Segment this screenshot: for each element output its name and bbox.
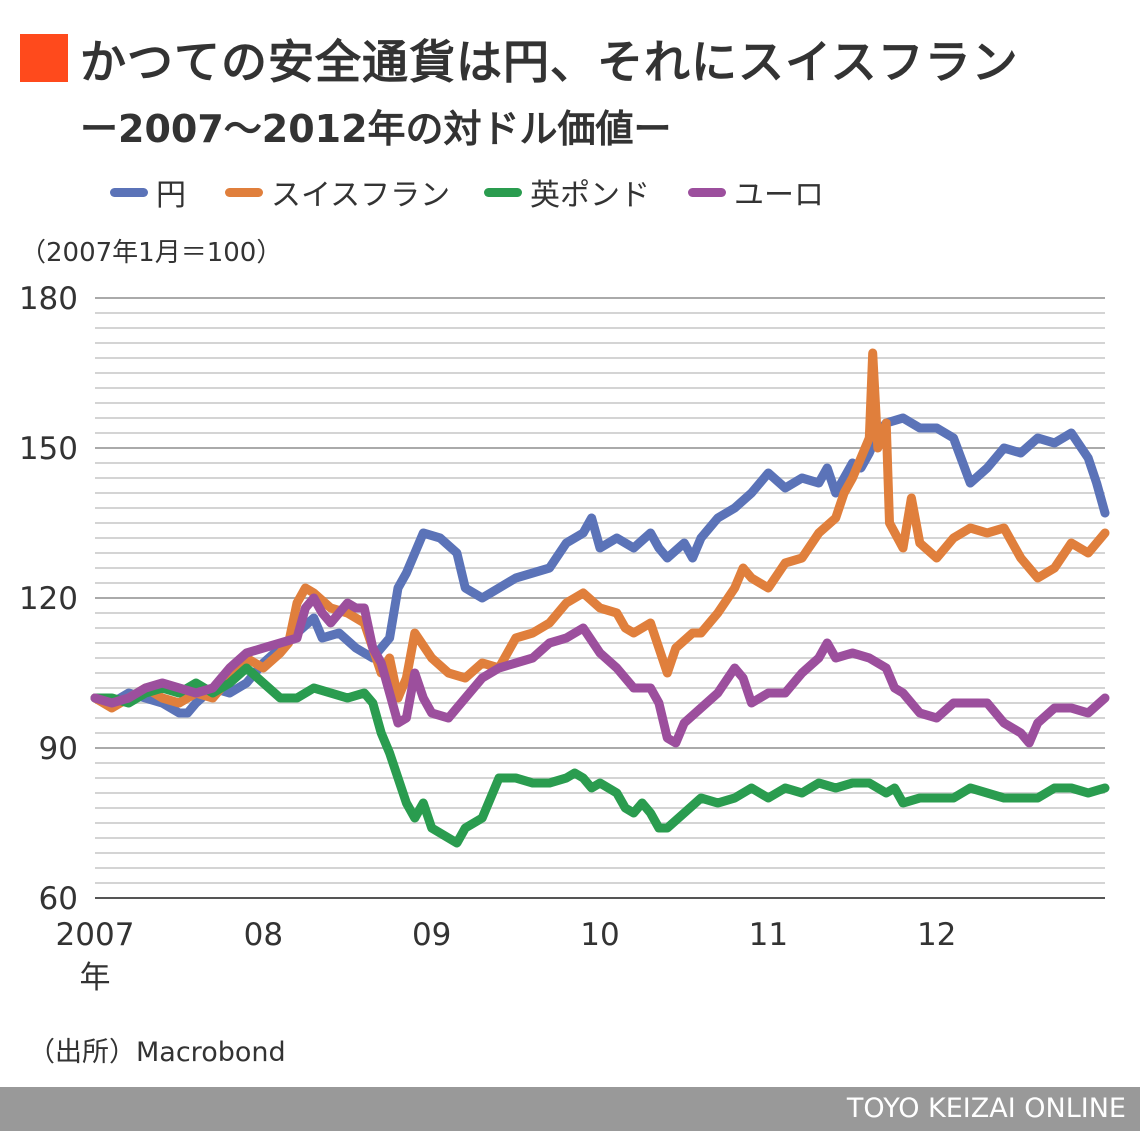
- y-axis-ticks: 60 90 120 150 180: [19, 281, 78, 917]
- title-marker: [20, 34, 68, 82]
- x-tick-sublabel: 年: [80, 960, 111, 996]
- x-tick-label: 12: [917, 917, 956, 953]
- legend-label-yen: 円: [156, 178, 186, 213]
- x-tick-label: 11: [749, 917, 788, 953]
- y-tick-label: 180: [19, 281, 78, 317]
- chart-title: かつての安全通貨は円、それにスイスフラン: [80, 35, 1019, 89]
- x-tick-label: 10: [580, 917, 619, 953]
- x-tick-label: 09: [412, 917, 451, 953]
- series-line-2: [90, 663, 1110, 848]
- chart-subtitle: ー2007〜2012年の対ドル価値ー: [80, 107, 672, 151]
- legend-swatch-yen: [110, 187, 148, 197]
- y-tick-label: 150: [19, 431, 78, 467]
- series-lines: [90, 348, 1110, 848]
- legend-item-yen: 円: [110, 170, 186, 214]
- legend-swatch-swiss-franc: [225, 187, 263, 197]
- legend-swatch-euro: [688, 187, 726, 197]
- legend-label-euro: ユーロ: [734, 178, 824, 213]
- legend-item-swiss-franc: スイスフラン: [225, 170, 450, 214]
- legend-item-euro: ユーロ: [688, 170, 824, 214]
- x-tick-label: 08: [244, 917, 283, 953]
- y-axis-unit-label: （2007年1月＝100）: [20, 238, 283, 268]
- series-line-3: [90, 593, 1110, 748]
- line-chart: 60 90 120 150 180 2007 年 08 09 10 11 12: [19, 281, 1110, 996]
- legend-label-swiss-franc: スイスフラン: [271, 178, 451, 213]
- legend-label-pound: 英ポンド: [530, 178, 650, 213]
- legend-item-pound: 英ポンド: [484, 170, 650, 214]
- y-tick-label: 60: [39, 881, 78, 917]
- footer-brand: TOYO KEIZAI ONLINE: [846, 1093, 1126, 1124]
- x-axis-ticks: 2007 年 08 09 10 11 12: [56, 917, 957, 996]
- footer-bar: TOYO KEIZAI ONLINE: [0, 1087, 1140, 1131]
- legend-swatch-pound: [484, 187, 522, 197]
- source-note: （出所）Macrobond: [28, 1037, 286, 1068]
- major-gridlines: [95, 297, 1105, 899]
- y-tick-label: 90: [39, 731, 78, 767]
- series-line-1: [90, 348, 1110, 713]
- y-tick-label: 120: [19, 581, 78, 617]
- x-tick-label: 2007: [56, 917, 135, 953]
